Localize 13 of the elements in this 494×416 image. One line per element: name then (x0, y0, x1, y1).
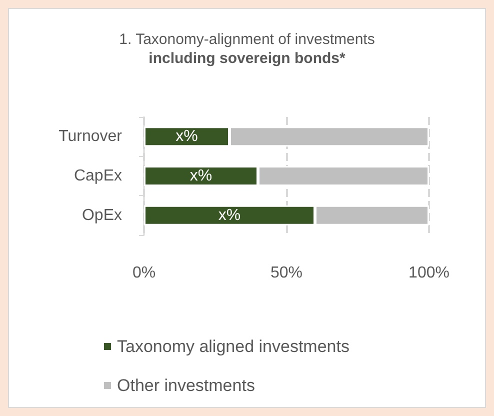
y-tick-label: CapEx (74, 168, 122, 184)
y-tick-label: OpEx (82, 206, 122, 224)
legend-label: Taxonomy aligned investments (117, 337, 350, 356)
chart-title: 1. Taxonomy-alignment of investments (119, 31, 375, 48)
data-label: x% (218, 206, 241, 224)
x-tick-label: 100% (408, 264, 450, 282)
x-tick-label: 50% (270, 264, 303, 282)
legend-label: Other investments (117, 376, 255, 395)
data-label: x% (176, 128, 198, 146)
data-label: x% (190, 168, 212, 184)
y-tick-label: Turnover (58, 128, 123, 146)
x-tick-label: 0% (132, 264, 156, 282)
chart-subtitle: including sovereign bonds* (148, 50, 346, 67)
